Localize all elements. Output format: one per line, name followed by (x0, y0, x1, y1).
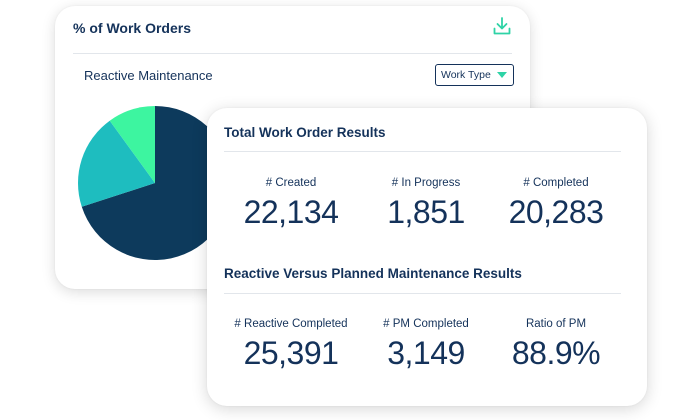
stat-value: 25,391 (243, 335, 339, 371)
card-title: % of Work Orders (73, 20, 191, 36)
divider (73, 53, 512, 54)
stat-label: Ratio of PM (525, 318, 587, 330)
stat-in-progress: # In Progress 1,851 (356, 177, 496, 231)
stat-label: # In Progress (391, 177, 461, 189)
work-order-results-card: Total Work Order Results # Created 22,13… (207, 108, 647, 406)
stat-value: 1,851 (387, 194, 465, 230)
stat-completed: # Completed 20,283 (486, 177, 626, 231)
stat-label: # PM Completed (383, 318, 469, 330)
stat-value: 88.9% (511, 335, 601, 371)
stat-value: 22,134 (243, 194, 339, 230)
download-icon[interactable] (492, 16, 512, 36)
stat-value: 3,149 (387, 335, 465, 371)
stat-label: # Reactive Completed (234, 318, 348, 330)
stat-label: # Completed (523, 177, 589, 189)
stat-reactive-completed: # Reactive Completed 25,391 (221, 318, 361, 372)
stat-label: # Created (265, 177, 317, 189)
divider (224, 151, 621, 152)
reactive-vs-planned-title: Reactive Versus Planned Maintenance Resu… (224, 266, 522, 281)
pie-slice-2 (78, 120, 155, 207)
caret-down-icon (497, 72, 507, 78)
work-type-selected-value: Work Type (441, 69, 491, 81)
total-results-title: Total Work Order Results (224, 125, 386, 140)
work-type-dropdown[interactable]: Work Type (435, 64, 514, 86)
pie-slice-3 (109, 106, 155, 183)
stat-value: 20,283 (508, 194, 604, 230)
chart-subtitle: Reactive Maintenance (84, 68, 213, 83)
stat-created: # Created 22,134 (221, 177, 361, 231)
stat-ratio-of-pm: Ratio of PM 88.9% (486, 318, 626, 372)
stat-pm-completed: # PM Completed 3,149 (356, 318, 496, 372)
pie-slice-1 (81, 106, 232, 260)
pie-chart (78, 106, 232, 260)
divider (224, 293, 621, 294)
